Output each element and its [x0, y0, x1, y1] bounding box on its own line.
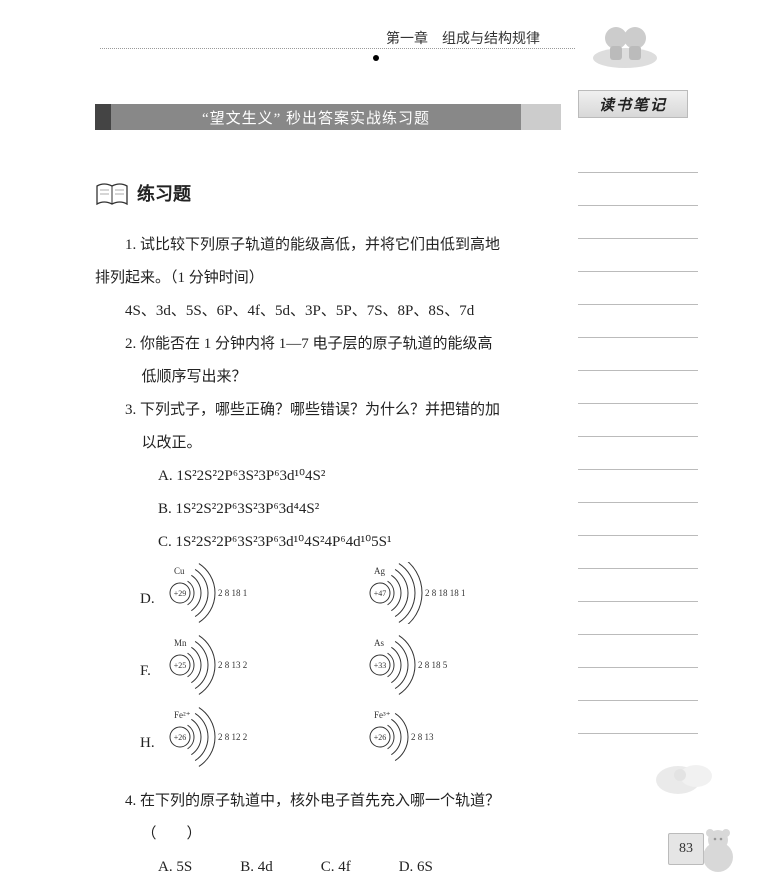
note-line: [578, 404, 698, 437]
svg-text:2 8 18 5: 2 8 18 5: [418, 660, 448, 670]
diagram-label-F: F.: [95, 655, 158, 688]
svg-text:2 8 18 18 1: 2 8 18 18 1: [425, 588, 466, 598]
section-title: 练习题: [137, 175, 191, 215]
diagram-label-D: D.: [95, 583, 158, 616]
svg-text:+25: +25: [174, 661, 187, 670]
note-line: [578, 239, 698, 272]
section-banner: “望文生义” 秒出答案实战练习题: [95, 104, 561, 130]
atom-diagram: Ag +47 2 8 18 18 1: [358, 562, 488, 624]
section-heading-row: 练习题: [95, 175, 560, 215]
svg-text:2 8 18 1: 2 8 18 1: [218, 588, 247, 598]
note-line: [578, 635, 698, 668]
svg-text:Mn: Mn: [174, 638, 187, 648]
svg-text:+26: +26: [374, 733, 387, 742]
diagram-row-D: D. Cu +29 2 8 18 1 Ag +47 2 8 18 18 1: [95, 569, 560, 631]
question-2-line2: 低顺序写出来？: [95, 361, 560, 394]
question-3-line1: 3. 下列式子，哪些正确？哪些错误？为什么？并把错的加: [95, 394, 560, 427]
content-area: 练习题 1. 试比较下列原子轨道的能级高低，并将它们由低到高地 排列起来。（1 …: [95, 160, 560, 884]
note-line: [578, 206, 698, 239]
diagram-row-F: F. Mn +25 2 8 13 2 As +33 2 8 18 5: [95, 641, 560, 703]
atom-diagram: Fe²⁺ +26 2 8 12 2: [158, 706, 288, 768]
chapter-title: 第一章 组成与结构规律: [386, 28, 540, 48]
banner-right-block: [521, 104, 561, 130]
svg-text:2 8 13: 2 8 13: [411, 732, 434, 742]
note-line: [578, 173, 698, 206]
note-line: [578, 503, 698, 536]
svg-text:+26: +26: [174, 733, 187, 742]
question-3-optB: B. 1S²2S²2P⁶3S²3P⁶3d⁴4S²: [95, 493, 560, 526]
question-4-optC: C. 4f: [321, 851, 351, 884]
atom-diagram: Mn +25 2 8 13 2: [158, 634, 288, 696]
svg-text:2 8 12 2: 2 8 12 2: [218, 732, 247, 742]
banner-left-block: [95, 104, 111, 130]
svg-text:+29: +29: [174, 589, 187, 598]
notes-header-label: 读书笔记: [599, 94, 667, 115]
question-2-line1: 2. 你能否在 1 分钟内将 1—7 电子层的原子轨道的能级高: [95, 328, 560, 361]
children-illustration: [588, 8, 663, 70]
note-line: [578, 536, 698, 569]
notes-lines-area: [578, 140, 698, 734]
flower-illustration: [650, 750, 725, 805]
diagram-row-H: H. Fe²⁺ +26 2 8 12 2 Fe³⁺ +26 2 8 13: [95, 713, 560, 775]
svg-text:Fe³⁺: Fe³⁺: [374, 710, 391, 720]
question-1-line1: 1. 试比较下列原子轨道的能级高低，并将它们由低到高地: [95, 229, 560, 262]
question-4-optD: D. 6S: [399, 851, 433, 884]
banner-title: “望文生义” 秒出答案实战练习题: [111, 104, 521, 130]
open-book-icon: [95, 182, 129, 208]
notes-header: 读书笔记: [578, 90, 688, 118]
question-4-optA: A. 5S: [158, 851, 192, 884]
note-line: [578, 569, 698, 602]
question-4-options: A. 5S B. 4d C. 4f D. 6S: [95, 851, 560, 884]
svg-text:Fe²⁺: Fe²⁺: [174, 710, 191, 720]
note-line: [578, 140, 698, 173]
question-1-orbitals: 4S、3d、5S、6P、4f、5d、3P、5P、7S、8P、8S、7d: [95, 295, 560, 328]
diagram-label-H: H.: [95, 727, 158, 760]
note-line: [578, 437, 698, 470]
question-4-optB: B. 4d: [240, 851, 273, 884]
note-line: [578, 701, 698, 734]
note-line: [578, 305, 698, 338]
question-3-line2: 以改正。: [95, 427, 560, 460]
question-4-paren: （ ）: [95, 818, 560, 851]
svg-text:Cu: Cu: [174, 566, 185, 576]
atom-diagram: As +33 2 8 18 5: [358, 634, 488, 696]
page: 第一章 组成与结构规律 读书笔记 “望文生义” 秒出答案实战练习题: [0, 0, 780, 895]
note-line: [578, 470, 698, 503]
page-header: 第一章 组成与结构规律: [0, 0, 780, 80]
question-4-line1: 4. 在下列的原子轨道中，核外电子首先充入哪一个轨道？: [95, 785, 560, 818]
teddy-bear-illustration: [691, 822, 746, 877]
svg-text:As: As: [374, 638, 384, 648]
svg-text:Ag: Ag: [374, 566, 385, 576]
svg-text:+33: +33: [374, 661, 387, 670]
note-line: [578, 668, 698, 701]
svg-text:+47: +47: [374, 589, 387, 598]
note-line: [578, 602, 698, 635]
question-3-optA: A. 1S²2S²2P⁶3S²3P⁶3d¹⁰4S²: [95, 460, 560, 493]
note-line: [578, 272, 698, 305]
header-dotted-line: [100, 48, 575, 49]
question-3-optC: C. 1S²2S²2P⁶3S²3P⁶3d¹⁰4S²4P⁶4d¹⁰5S¹: [95, 526, 560, 559]
atom-diagram: Cu +29 2 8 18 1: [158, 562, 288, 624]
note-line: [578, 371, 698, 404]
question-1-line2: 排列起来。（1 分钟时间）: [95, 262, 560, 295]
svg-text:2 8 13 2: 2 8 13 2: [218, 660, 247, 670]
atom-diagram: Fe³⁺ +26 2 8 13: [358, 706, 488, 768]
note-line: [578, 338, 698, 371]
header-dot: [373, 55, 379, 61]
